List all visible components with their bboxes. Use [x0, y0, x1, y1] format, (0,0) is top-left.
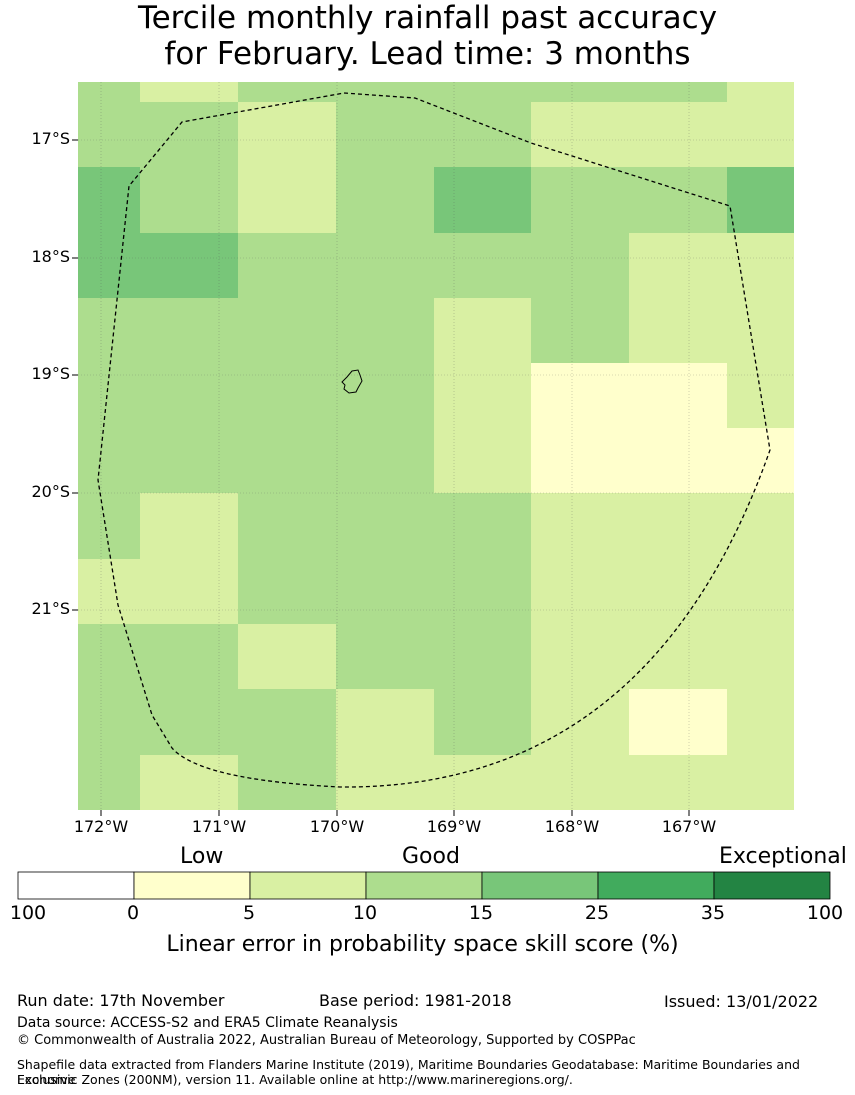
base-period: Base period: 1981-2018 — [319, 991, 512, 1010]
grid-cell — [78, 363, 434, 428]
grid-cell — [434, 428, 531, 493]
grid-cell — [727, 689, 794, 755]
grid-cell — [434, 363, 531, 428]
grid-cell — [531, 559, 794, 624]
grid-cell — [531, 298, 629, 363]
skill-score-map — [72, 82, 794, 816]
grid-cell — [238, 559, 531, 624]
grid-cell — [434, 689, 531, 755]
grid-cell — [78, 298, 434, 363]
grid-cell — [78, 428, 434, 493]
grid-cell — [238, 102, 336, 167]
grid-cell — [140, 493, 238, 559]
grid-cell — [434, 167, 531, 233]
longitude-label: 167°W — [661, 817, 717, 836]
grid-cell — [629, 689, 727, 755]
issued-date: Issued: 13/01/2022 — [664, 992, 819, 1011]
colorbar-tick-label: 35 — [700, 902, 726, 924]
grid-cell — [336, 102, 531, 167]
grid-cell — [238, 493, 531, 559]
grid-cell — [727, 167, 794, 233]
grid-cell — [78, 82, 140, 102]
grid-cell — [531, 82, 727, 102]
grid-cell — [238, 82, 531, 102]
colorbar-tick-label: 5 — [242, 902, 256, 924]
map-tick-marks — [72, 139, 690, 816]
colorbar-tick-label: 100 — [9, 902, 47, 924]
colorbar-segment — [481, 871, 599, 900]
grid-cell — [531, 167, 727, 233]
data-source: Data source: ACCESS-S2 and ERA5 Climate … — [17, 1015, 398, 1031]
grid-cell — [140, 82, 238, 102]
grid-cell — [531, 102, 794, 167]
longitude-label: 169°W — [426, 817, 482, 836]
colorbar-label: Linear error in probability space skill … — [166, 932, 679, 957]
colorbar-segment — [133, 871, 251, 900]
grid-cell — [629, 233, 794, 298]
grid-cell — [78, 102, 238, 167]
grid-cell — [336, 624, 531, 689]
colorbar-tick-label: 25 — [584, 902, 610, 924]
eez-boundary — [97, 92, 771, 788]
legend-category-exceptional: Exceptional — [719, 844, 847, 869]
grid-cell — [727, 82, 794, 102]
shapefile-credit-line-2: Economic Zones (200NM), version 11. Avai… — [17, 1072, 573, 1087]
grid-cell — [531, 624, 794, 689]
grid-cell — [531, 428, 794, 493]
longitude-label: 172°W — [73, 817, 129, 836]
colorbar-tick-label: 100 — [806, 902, 844, 924]
latitude-label: 19°S — [31, 364, 70, 383]
legend-category-low: Low — [180, 844, 224, 869]
grid-cell — [78, 689, 336, 755]
grid-cell — [336, 689, 434, 755]
niue-island-outline — [341, 369, 363, 394]
grid-cell — [78, 167, 140, 233]
colorbar-tick-label: 15 — [468, 902, 494, 924]
grid-cell — [336, 167, 434, 233]
skill-grid — [78, 82, 794, 810]
latitude-label: 17°S — [31, 129, 70, 148]
grid-cell — [140, 755, 238, 810]
grid-cell — [531, 363, 727, 428]
longitude-label: 168°W — [544, 817, 600, 836]
grid-cell — [238, 167, 336, 233]
longitude-label: 171°W — [191, 817, 247, 836]
latitude-label: 21°S — [31, 599, 70, 618]
grid-cell — [238, 624, 336, 689]
map-title-line-2: for February. Lead time: 3 months — [164, 36, 691, 72]
grid-cell — [78, 755, 140, 810]
colorbar-segment — [713, 871, 831, 900]
grid-cell — [531, 493, 794, 559]
legend-colorbar — [17, 871, 831, 900]
grid-cell — [629, 298, 794, 363]
grid-cell — [140, 167, 238, 233]
shapefile-credit-line-1: Shapefile data extracted from Flanders M… — [17, 1057, 800, 1087]
graticule — [78, 82, 794, 810]
copyright-notice: © Commonwealth of Australia 2022, Austra… — [17, 1033, 636, 1048]
legend-category-good: Good — [402, 844, 460, 869]
grid-cell — [434, 298, 531, 363]
colorbar-segment — [365, 871, 483, 900]
latitude-label: 18°S — [31, 247, 70, 266]
grid-cell — [78, 624, 238, 689]
latitude-label: 20°S — [31, 482, 70, 501]
map-title-line-1: Tercile monthly rainfall past accuracy — [137, 0, 718, 36]
longitude-label: 170°W — [309, 817, 365, 836]
grid-cell — [336, 755, 794, 810]
grid-cell — [238, 755, 336, 810]
colorbar-tick-label: 10 — [352, 902, 378, 924]
grid-cell — [78, 233, 238, 298]
run-date: Run date: 17th November — [17, 991, 225, 1010]
colorbar-tick-label: 0 — [126, 902, 140, 924]
grid-cell — [531, 689, 629, 755]
colorbar-segment — [597, 871, 715, 900]
colorbar-segment — [17, 871, 135, 900]
colorbar-segment — [249, 871, 367, 900]
grid-cell — [78, 559, 238, 624]
grid-cell — [238, 233, 629, 298]
